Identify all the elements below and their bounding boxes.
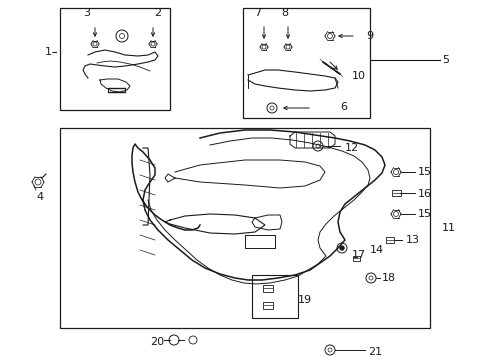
- Text: 17: 17: [352, 250, 366, 260]
- Bar: [60, 128, 430, 328]
- Text: 21: 21: [368, 347, 382, 357]
- Text: 11: 11: [442, 223, 456, 233]
- Circle shape: [340, 246, 344, 250]
- Text: 16: 16: [418, 189, 432, 199]
- Text: 20: 20: [150, 337, 164, 347]
- Text: 15: 15: [418, 209, 432, 219]
- Text: 13: 13: [406, 235, 420, 245]
- Text: 6: 6: [340, 102, 347, 112]
- Bar: [252, 275, 298, 318]
- Text: 15: 15: [418, 167, 432, 177]
- Text: 19: 19: [298, 295, 312, 305]
- Text: 9: 9: [366, 31, 373, 41]
- Text: 12: 12: [345, 143, 359, 153]
- Bar: [243, 8, 370, 118]
- Text: 7: 7: [254, 8, 262, 18]
- Text: 5: 5: [442, 55, 449, 65]
- Bar: [386, 237, 394, 243]
- Text: 10: 10: [352, 71, 366, 81]
- Text: 18: 18: [382, 273, 396, 283]
- Text: 8: 8: [281, 8, 289, 18]
- Bar: [263, 284, 273, 292]
- Text: 1: 1: [45, 47, 52, 57]
- Text: 4: 4: [36, 192, 44, 202]
- Bar: [263, 302, 273, 309]
- Text: 3: 3: [83, 8, 91, 18]
- Bar: [352, 256, 360, 261]
- Text: 2: 2: [154, 8, 162, 18]
- Bar: [392, 190, 400, 196]
- Text: 14: 14: [370, 245, 384, 255]
- Bar: [60, 8, 170, 110]
